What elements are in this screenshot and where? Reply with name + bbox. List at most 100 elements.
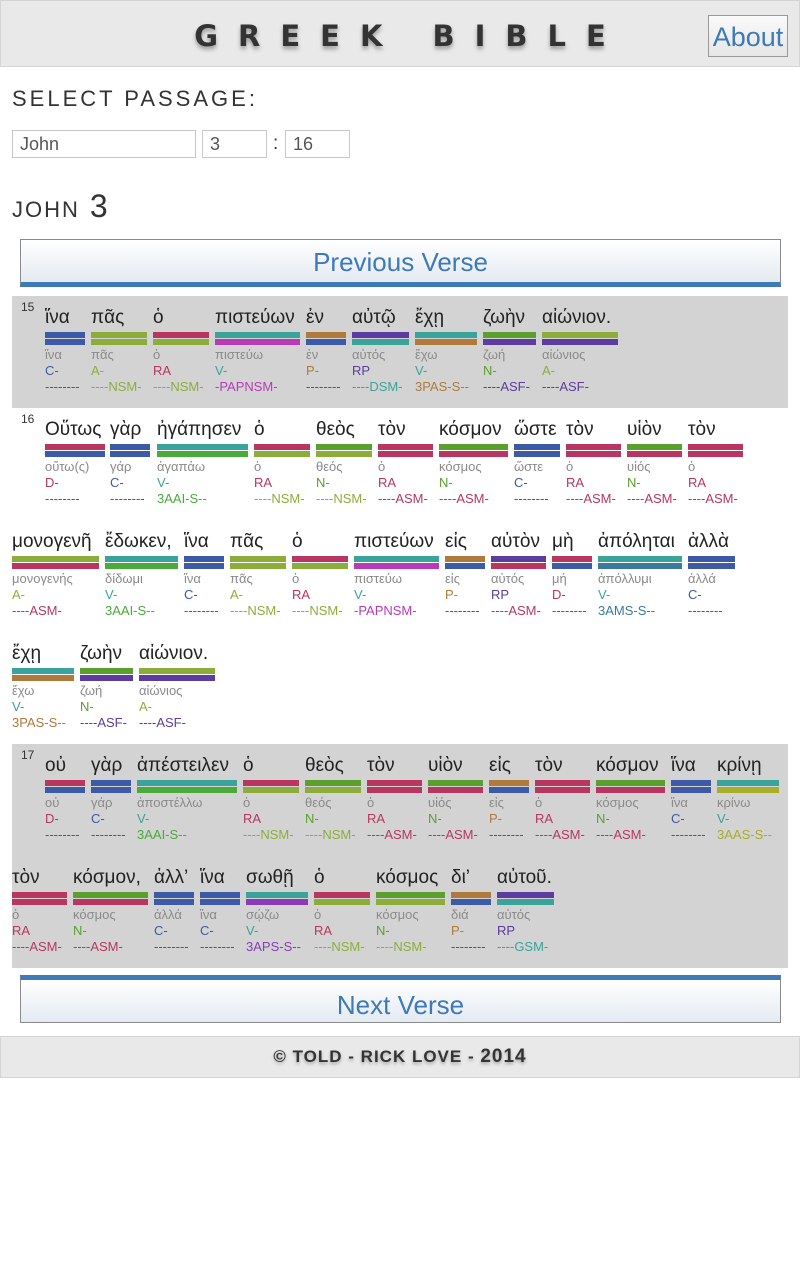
greek-word[interactable]: Οὕτως οὕτω(ς) D- -------- bbox=[45, 420, 105, 507]
greek-word[interactable]: ἠγάπησεν ἀγαπάω V- 3AAI-S-- bbox=[157, 420, 248, 507]
word-pos-bar bbox=[45, 444, 105, 450]
greek-word[interactable]: κόσμον, κόσμος N- ----ASM- bbox=[73, 868, 148, 955]
greek-word[interactable]: αὐτὸν αὐτός RP ----ASM- bbox=[491, 532, 546, 619]
greek-word[interactable]: ἀλλ’ ἀλλά C- -------- bbox=[154, 868, 194, 955]
greek-word[interactable]: πᾶς πᾶς A- ----NSM- bbox=[91, 308, 147, 395]
word-lexeme: ἵνα bbox=[200, 907, 217, 922]
word-parsing: 3AAI-S-- bbox=[105, 603, 155, 618]
word-pos-bar bbox=[306, 332, 346, 338]
greek-word[interactable]: κόσμον κόσμος N- ----ASM- bbox=[439, 420, 508, 507]
word-greek: γὰρ bbox=[91, 755, 123, 776]
word-part-of-speech: RA bbox=[292, 587, 311, 602]
next-verse-button[interactable]: Next Verse bbox=[20, 975, 781, 1023]
word-part-of-speech: P- bbox=[306, 363, 319, 378]
greek-word[interactable]: υἱὸν υἱός N- ----ASM- bbox=[627, 420, 682, 507]
word-lexeme: μή bbox=[552, 571, 567, 586]
greek-word[interactable]: γὰρ γάρ C- -------- bbox=[91, 756, 131, 843]
word-part-of-speech: V- bbox=[246, 923, 259, 938]
greek-word[interactable]: μὴ μή D- -------- bbox=[552, 532, 592, 619]
greek-word[interactable]: τὸν ὁ RA ----ASM- bbox=[566, 420, 621, 507]
greek-word[interactable]: ὁ ὁ RA ----NSM- bbox=[153, 308, 209, 395]
greek-word[interactable]: κόσμον κόσμος N- ----ASM- bbox=[596, 756, 665, 843]
greek-word[interactable]: κρίνῃ κρίνω V- 3AAS-S-- bbox=[717, 756, 779, 843]
word-part-of-speech: RA bbox=[367, 811, 386, 826]
word-greek: εἰς bbox=[445, 531, 467, 552]
greek-word[interactable]: ἵνα ἵνα C- -------- bbox=[45, 308, 85, 395]
greek-word[interactable]: τὸν ὁ RA ----ASM- bbox=[378, 420, 433, 507]
previous-verse-button[interactable]: Previous Verse bbox=[20, 239, 781, 287]
greek-word[interactable]: ζωὴν ζωή N- ----ASF- bbox=[483, 308, 536, 395]
word-part-of-speech: C- bbox=[110, 475, 124, 490]
word-parsing: 3APS-S-- bbox=[246, 939, 301, 954]
greek-word[interactable]: εἰς εἰς P- -------- bbox=[445, 532, 485, 619]
word-part-of-speech: C- bbox=[91, 811, 105, 826]
word-part-of-speech: A- bbox=[139, 699, 152, 714]
word-parse-bar bbox=[483, 339, 536, 345]
greek-word[interactable]: ὥστε ὥστε C- -------- bbox=[514, 420, 560, 507]
greek-word[interactable]: ὁ ὁ RA ----NSM- bbox=[314, 868, 370, 955]
word-parse-bar bbox=[596, 787, 665, 793]
word-part-of-speech: N- bbox=[596, 811, 610, 826]
about-button[interactable]: About bbox=[708, 15, 788, 57]
greek-word[interactable]: αἰώνιον. αἰώνιος A- ----ASF- bbox=[542, 308, 618, 395]
word-part-of-speech: N- bbox=[483, 363, 497, 378]
greek-word[interactable]: ἀπέστειλεν ἀποστέλλω V- 3AAI-S-- bbox=[137, 756, 237, 843]
greek-word[interactable]: ζωὴν ζωή N- ----ASF- bbox=[80, 644, 133, 731]
word-parsing: ----DSM- bbox=[352, 379, 403, 394]
word-parsing: -------- bbox=[91, 827, 126, 842]
greek-word[interactable]: εἰς εἰς P- -------- bbox=[489, 756, 529, 843]
greek-word[interactable]: γὰρ γάρ C- -------- bbox=[110, 420, 150, 507]
greek-word[interactable]: αὐτῷ αὐτός RP ----DSM- bbox=[352, 308, 409, 395]
greek-word[interactable]: αὐτοῦ. αὐτός RP ----GSM- bbox=[497, 868, 554, 955]
greek-word[interactable]: ἀπόληται ἀπόλλυμι V- 3AMS-S-- bbox=[598, 532, 682, 619]
greek-word[interactable]: ὁ ὁ RA ----NSM- bbox=[254, 420, 310, 507]
word-greek: τὸν bbox=[367, 755, 395, 776]
book-input[interactable] bbox=[12, 130, 196, 158]
greek-word[interactable]: τὸν ὁ RA ----ASM- bbox=[535, 756, 590, 843]
greek-word[interactable]: σωθῇ σῴζω V- 3APS-S-- bbox=[246, 868, 308, 955]
word-greek: ἵνα bbox=[184, 531, 209, 552]
greek-word[interactable]: ἵνα ἵνα C- -------- bbox=[200, 868, 240, 955]
greek-word[interactable]: ἵνα ἵνα C- -------- bbox=[671, 756, 711, 843]
word-greek: πιστεύων bbox=[354, 531, 434, 552]
word-parse-bar bbox=[497, 899, 554, 905]
greek-word[interactable]: θεὸς θεός N- ----NSM- bbox=[316, 420, 372, 507]
word-greek: ζωὴν bbox=[483, 307, 526, 328]
greek-word[interactable]: πιστεύων πιστεύω V- -PAPNSM- bbox=[354, 532, 439, 619]
greek-word[interactable]: ἀλλὰ ἀλλά C- -------- bbox=[688, 532, 735, 619]
greek-word[interactable]: ἔδωκεν, δίδωμι V- 3AAI-S-- bbox=[105, 532, 178, 619]
greek-word[interactable]: τὸν ὁ RA ----ASM- bbox=[367, 756, 422, 843]
word-pos-bar bbox=[688, 556, 735, 562]
word-parsing: 3AAI-S-- bbox=[157, 491, 207, 506]
greek-word[interactable]: ἔχῃ ἔχω V- 3PAS-S-- bbox=[415, 308, 477, 395]
word-parsing: 3AAI-S-- bbox=[137, 827, 187, 842]
greek-word[interactable]: ὁ ὁ RA ----NSM- bbox=[292, 532, 348, 619]
greek-word[interactable]: θεὸς θεός N- ----NSM- bbox=[305, 756, 361, 843]
greek-word[interactable]: ἐν ἐν P- -------- bbox=[306, 308, 346, 395]
greek-word[interactable]: υἱὸν υἱός N- ----ASM- bbox=[428, 756, 483, 843]
verse-input[interactable] bbox=[285, 130, 350, 158]
greek-word[interactable]: ἔχῃ ἔχω V- 3PAS-S-- bbox=[12, 644, 74, 731]
greek-word[interactable]: ὁ ὁ RA ----NSM- bbox=[243, 756, 299, 843]
word-part-of-speech: V- bbox=[137, 811, 150, 826]
greek-word[interactable]: δι’ διά P- -------- bbox=[451, 868, 491, 955]
word-lexeme: ὁ bbox=[12, 907, 20, 922]
greek-word[interactable]: πιστεύων πιστεύω V- -PAPNSM- bbox=[215, 308, 300, 395]
chapter-input[interactable] bbox=[202, 130, 267, 158]
greek-word[interactable]: κόσμος κόσμος N- ----NSM- bbox=[376, 868, 445, 955]
greek-word[interactable]: αἰώνιον. αἰώνιος A- ----ASF- bbox=[139, 644, 215, 731]
word-lexeme: ὁ bbox=[367, 795, 375, 810]
word-lexeme: ἀλλά bbox=[154, 907, 182, 922]
word-lexeme: γάρ bbox=[91, 795, 113, 810]
word-lexeme: ὁ bbox=[254, 459, 262, 474]
greek-word[interactable]: ἵνα ἵνα C- -------- bbox=[184, 532, 224, 619]
greek-word[interactable]: τὸν ὁ RA ----ASM- bbox=[12, 868, 67, 955]
word-part-of-speech: N- bbox=[376, 923, 390, 938]
greek-word[interactable]: οὐ οὐ D- -------- bbox=[45, 756, 85, 843]
word-pos-bar bbox=[451, 892, 491, 898]
greek-word[interactable]: πᾶς πᾶς A- ----NSM- bbox=[230, 532, 286, 619]
greek-word[interactable]: τὸν ὁ RA ----ASM- bbox=[688, 420, 743, 507]
greek-word[interactable]: μονογενῆ μονογενής A- ----ASM- bbox=[12, 532, 99, 619]
word-part-of-speech: C- bbox=[45, 363, 59, 378]
word-parsing: ----ASM- bbox=[12, 939, 62, 954]
